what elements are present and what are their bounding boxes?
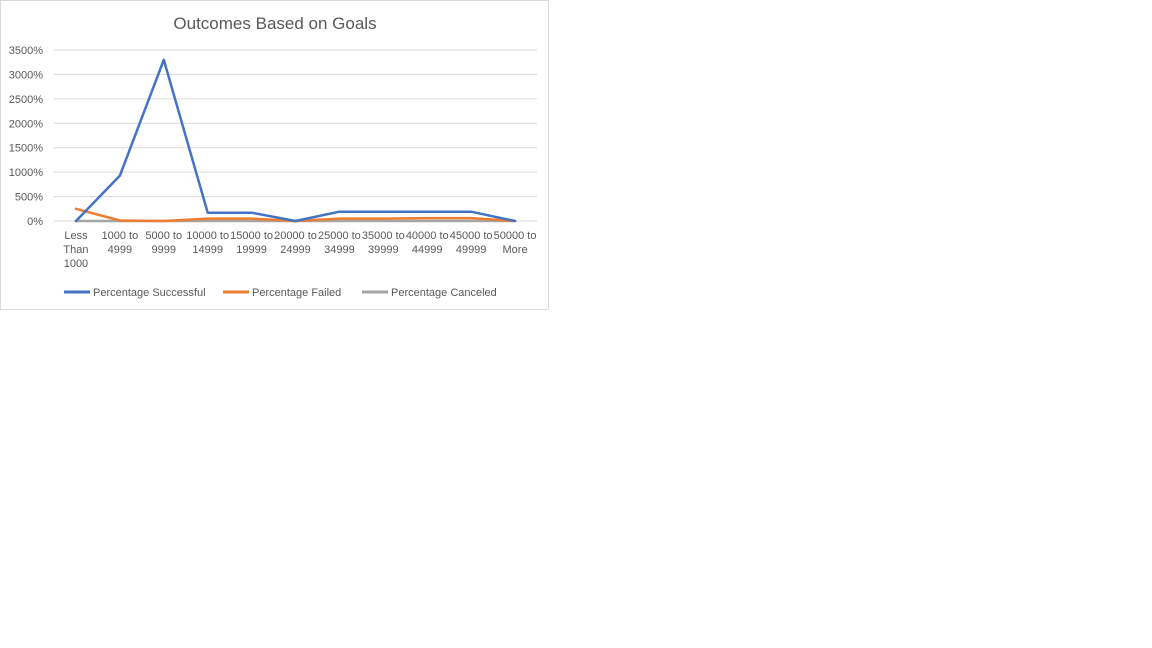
series-lines — [74, 58, 517, 223]
legend: Percentage Successful Percentage Failed Pe… — [64, 287, 497, 299]
x-tick-label: 10000 to 14999 — [186, 230, 229, 256]
y-tick-label: 1500% — [9, 143, 43, 155]
x-tick-label: 45000 to 49999 — [450, 230, 493, 256]
legend-item-percentage-canceled: Percentage Canceled — [362, 287, 497, 299]
gridlines — [54, 49, 537, 222]
y-tick-label: 1000% — [9, 167, 43, 179]
x-tick-label: Less Than 1000 — [63, 230, 88, 270]
line-chart: Outcomes Based on Goals 0% 500% 1000% 1500%… — [9, 14, 537, 299]
chart-container: Outcomes Based on Goals 0% 500% 1000% 1500%… — [0, 0, 549, 310]
y-tick-label: 3000% — [9, 69, 43, 81]
x-tick-label: 35000 to 39999 — [362, 230, 405, 256]
chart-title: Outcomes Based on Goals — [173, 14, 376, 33]
x-tick-label: 5000 to 9999 — [145, 230, 182, 256]
y-tick-label: 2500% — [9, 94, 43, 106]
series-line-percentage-successful — [74, 58, 517, 223]
legend-label: Percentage Canceled — [391, 287, 497, 299]
y-axis-ticks: 0% 500% 1000% 1500% 2000% 2500% 3000% 3500% — [9, 45, 43, 228]
legend-label: Percentage Failed — [252, 287, 341, 299]
x-tick-label: 15000 to 19999 — [230, 230, 273, 256]
legend-item-percentage-successful: Percentage Successful — [64, 287, 206, 299]
y-tick-label: 2000% — [9, 118, 43, 130]
x-tick-label: 20000 to 24999 — [274, 230, 317, 256]
y-tick-label: 3500% — [9, 45, 43, 57]
y-tick-label: 500% — [15, 192, 43, 204]
x-tick-label: 1000 to 4999 — [102, 230, 139, 256]
x-tick-label: 25000 to 34999 — [318, 230, 361, 256]
x-tick-label: 40000 to 44999 — [406, 230, 449, 256]
x-tick-label: 50000 to More — [494, 230, 537, 256]
legend-label: Percentage Successful — [93, 287, 206, 299]
legend-item-percentage-failed: Percentage Failed — [223, 287, 341, 299]
y-tick-label: 0% — [27, 216, 43, 228]
